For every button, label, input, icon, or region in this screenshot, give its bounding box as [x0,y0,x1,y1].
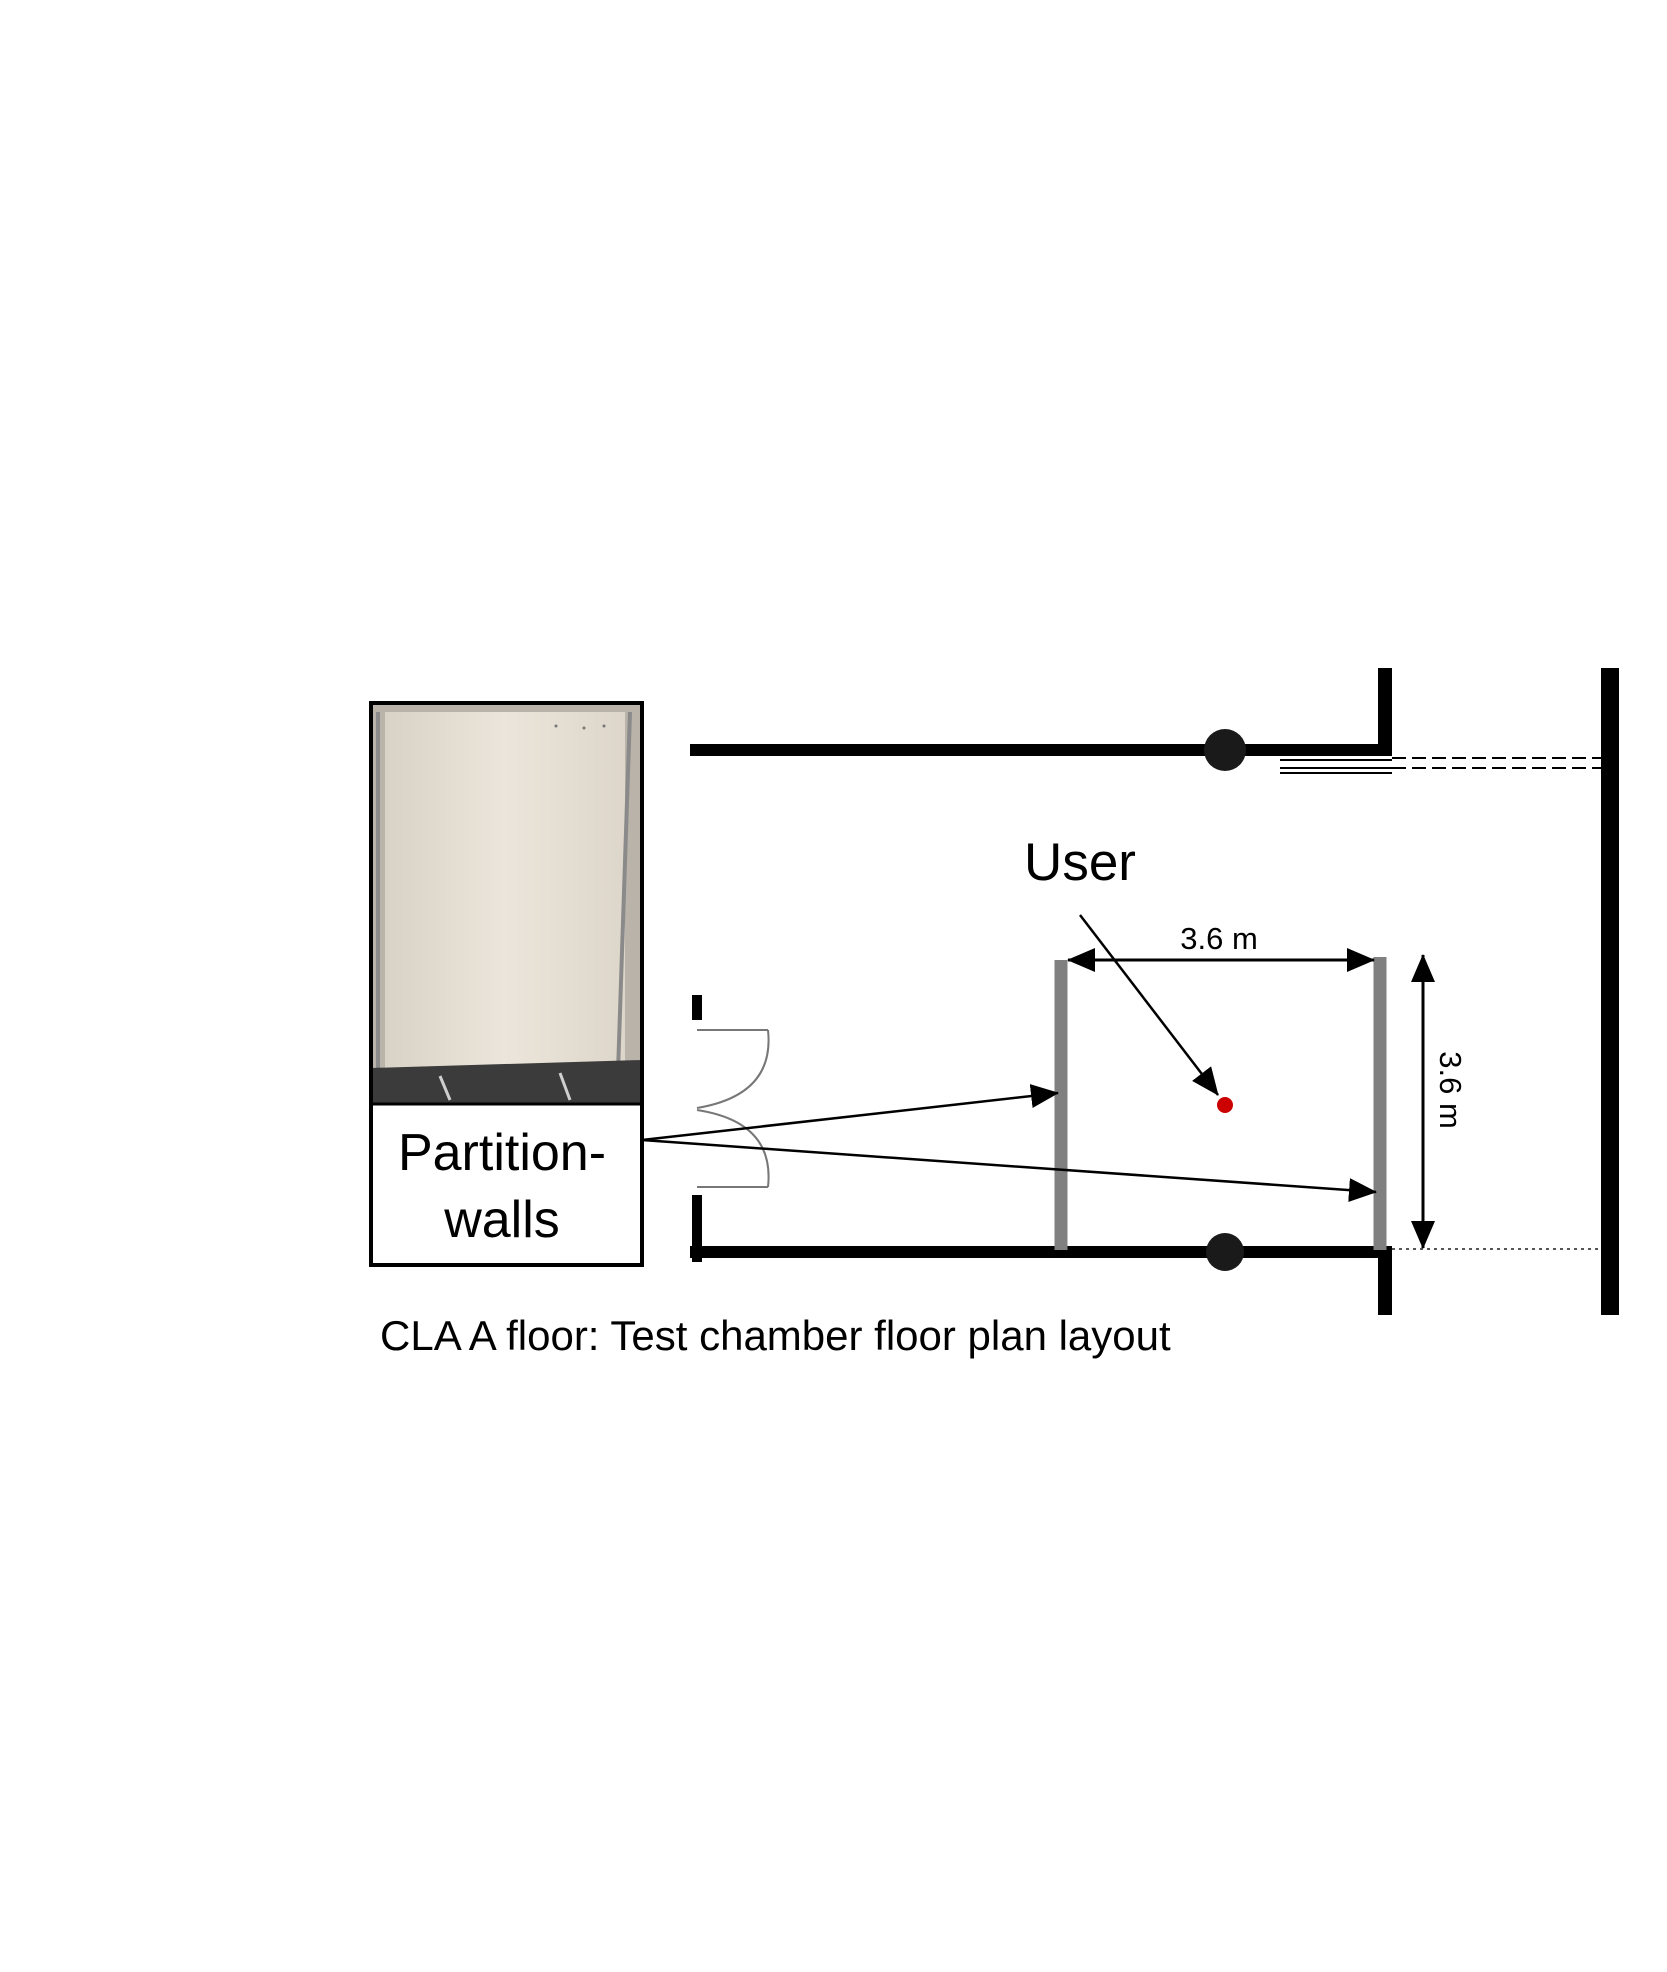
width-dimension-label: 3.6 m [1180,921,1258,956]
photo-screw [582,726,586,730]
user-label: User [1024,833,1136,892]
photo-screw [554,724,558,728]
photo-panel [385,712,625,1068]
arrow-to-left-partition [641,1084,1059,1142]
partition-wall-photo [371,703,642,1104]
figure-caption: CLA A floor: Test chamber floor plan lay… [380,1312,1171,1359]
photo-floor-line [438,1075,452,1101]
depth-dimension-label: 3.6 m [1433,1051,1468,1129]
photo-floor-line [558,1072,572,1101]
partition-label-box [369,701,644,1267]
photo-frame-post-right [616,711,632,1073]
door-swing-arc-top [696,1029,770,1109]
double-door [696,1029,770,1188]
partition-label-line2: walls [443,1191,560,1249]
door-swing-arc-bottom [696,1109,770,1188]
partition-label-line1: Partition- [398,1124,606,1182]
pillar-top [1204,729,1246,771]
user-position-marker [1217,1097,1233,1113]
photo-floor [371,1060,642,1104]
arrow-to-right-partition [641,1138,1377,1203]
photo-screw [602,724,606,728]
user-pointer-arrow [1079,914,1219,1096]
top-right-opening [1280,757,1610,774]
pillar-bottom [1206,1233,1244,1271]
outer-walls [690,668,1619,1315]
